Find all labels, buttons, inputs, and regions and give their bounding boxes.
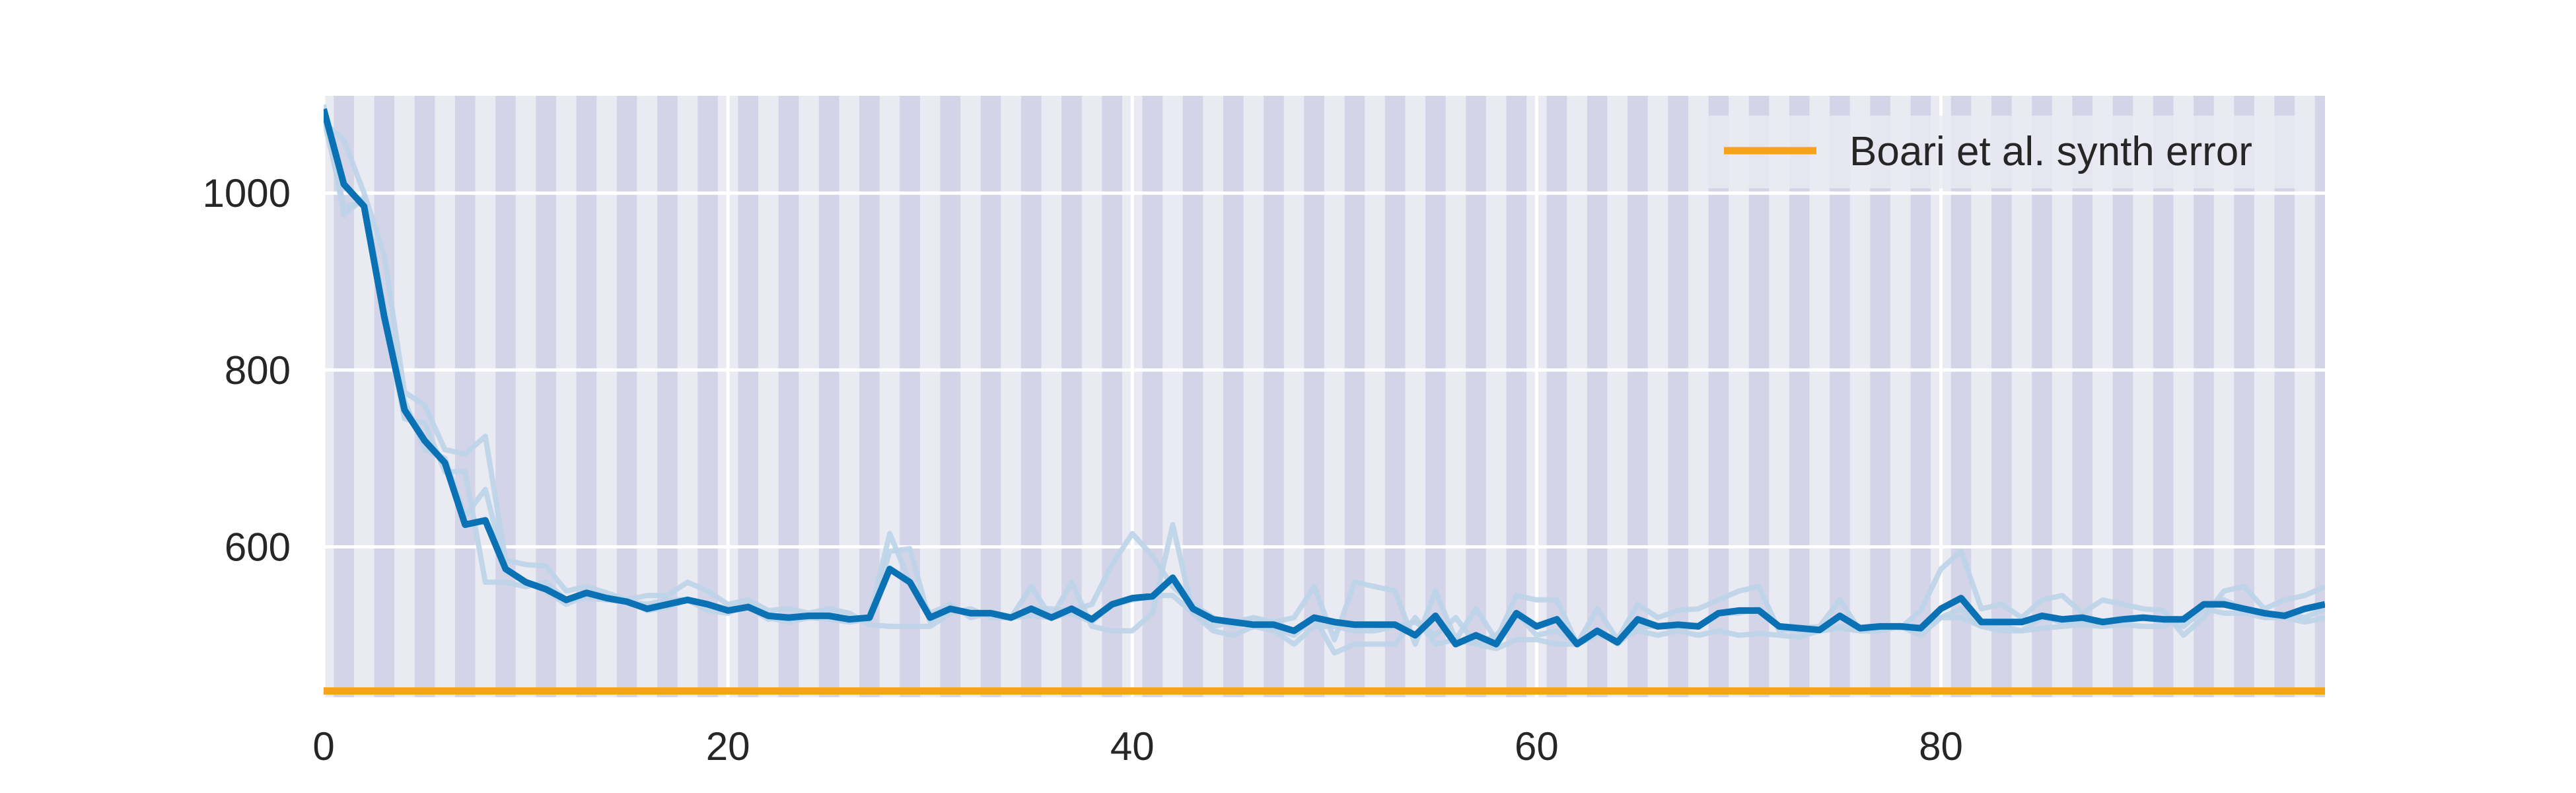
- x-axis-ticks: 0 20 40 60 80: [312, 724, 1963, 769]
- epoch-band: [1830, 96, 1850, 697]
- epoch-band: [1870, 96, 1890, 697]
- epoch-band: [454, 96, 476, 697]
- y-tick-label: 1000: [203, 171, 291, 215]
- series-line-faint-1: [324, 120, 2325, 647]
- epoch-band: [1789, 96, 1810, 697]
- epoch-band: [818, 96, 840, 697]
- epoch-band: [2194, 96, 2214, 697]
- epoch-band: [1223, 96, 1244, 697]
- epoch-band: [2153, 96, 2174, 697]
- epoch-band: [1466, 96, 1486, 697]
- x-tick-label: 20: [706, 724, 750, 769]
- series-lines: [324, 104, 2325, 695]
- epoch-band: [980, 96, 1001, 697]
- epoch-band: [2072, 96, 2093, 697]
- epoch-band: [738, 96, 759, 697]
- legend: Boari et al. synth error: [1691, 116, 2305, 188]
- epoch-band: [414, 96, 435, 697]
- x-tick-label: 0: [312, 724, 334, 769]
- epoch-band: [1668, 96, 1688, 697]
- epoch-band: [900, 96, 920, 697]
- x-tick-label: 60: [1515, 724, 1559, 769]
- epoch-band: [495, 96, 516, 697]
- epoch-band: [374, 96, 395, 697]
- legend-label-reference: Boari et al. synth error: [1849, 129, 2252, 174]
- epoch-band: [778, 96, 799, 697]
- y-tick-label: 600: [225, 525, 291, 570]
- y-tick-label: 800: [225, 348, 291, 393]
- x-tick-label: 80: [1919, 724, 1963, 769]
- epoch-band: [940, 96, 961, 697]
- epoch-band: [1587, 96, 1608, 697]
- series-line-main: [324, 108, 2325, 648]
- epoch-band: [1628, 96, 1648, 697]
- epoch-band: [576, 96, 597, 697]
- epoch-band: [1102, 96, 1122, 697]
- epoch-band: [1264, 96, 1284, 697]
- epoch-band: [2112, 96, 2133, 697]
- epoch-band: [536, 96, 556, 697]
- epoch-band: [1991, 96, 2012, 697]
- epoch-band: [1546, 96, 1567, 697]
- x-tick-label: 40: [1110, 724, 1155, 769]
- y-axis-ticks: 600 800 1000: [203, 171, 291, 569]
